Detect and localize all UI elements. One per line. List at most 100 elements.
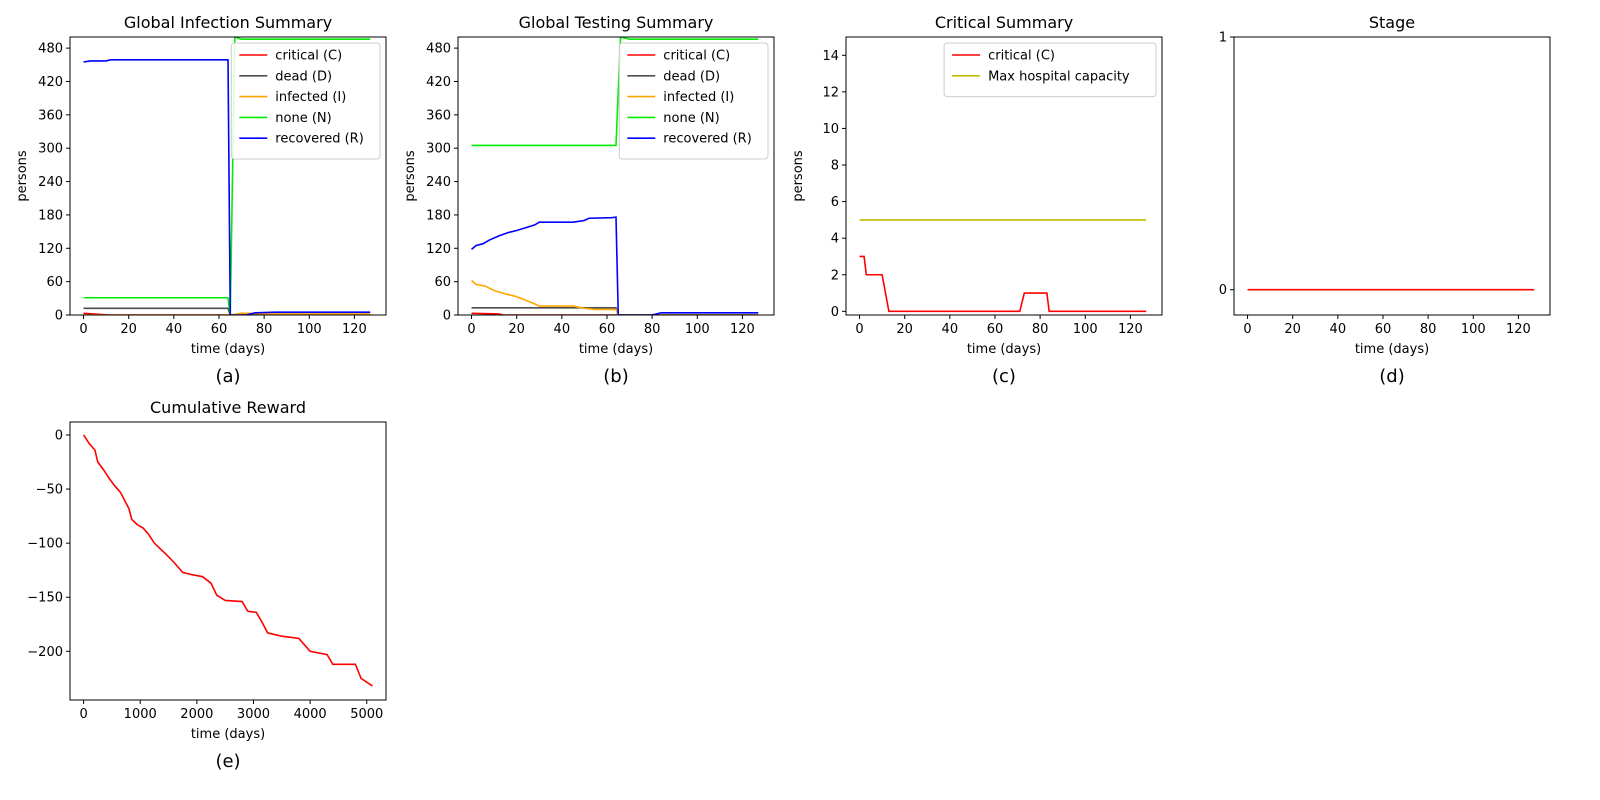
y-tick-label: 14: [822, 49, 839, 64]
subfigure-caption: (c): [992, 366, 1016, 387]
subfigure-caption: (e): [215, 751, 240, 772]
chart-title: Global Testing Summary: [519, 13, 714, 32]
x-tick-label: 40: [942, 322, 959, 337]
legend-entry: critical (C): [275, 49, 342, 64]
y-tick-label: 240: [38, 175, 63, 190]
y-tick-label: 360: [38, 108, 63, 123]
legend-entry: infected (I): [663, 90, 734, 105]
x-tick-label: 60: [987, 322, 1004, 337]
legend-entry: dead (D): [275, 69, 332, 84]
legend-entry: critical (C): [663, 49, 730, 64]
subfigure-caption: (d): [1379, 366, 1404, 387]
y-tick-label: 0: [1219, 283, 1227, 298]
y-tick-label: 12: [822, 85, 839, 100]
series-line-recovered-r-: [471, 216, 759, 315]
y-tick-label: 240: [426, 175, 451, 190]
x-tick-label: 40: [554, 322, 571, 337]
legend-entry: infected (I): [275, 90, 346, 105]
chart-a: 0 20 40 60 80 100 120 0 60 120 180 240 300 360 420 480 G…: [15, 13, 387, 387]
y-tick-label: 0: [55, 309, 63, 324]
x-axis-label: time (days): [1355, 342, 1429, 357]
y-tick-label: 480: [426, 42, 451, 57]
x-tick-label: 20: [896, 322, 913, 337]
x-tick-label: 60: [1375, 322, 1392, 337]
y-tick-label: 0: [831, 305, 839, 320]
x-tick-label: 20: [1284, 322, 1301, 337]
y-tick-label: 300: [38, 142, 63, 157]
plot-frame: [69, 421, 387, 701]
y-tick-label: 480: [38, 42, 63, 57]
legend-box: [618, 42, 769, 160]
y-tick-label: 120: [426, 242, 451, 257]
x-tick-label: 80: [644, 322, 661, 337]
y-tick-label: 8: [831, 159, 839, 174]
x-axis-label: time (days): [191, 342, 265, 357]
x-tick-label: 20: [120, 322, 137, 337]
x-tick-label: 0: [467, 322, 475, 337]
x-tick-label: 100: [297, 322, 322, 337]
x-tick-label: 100: [1073, 322, 1098, 337]
legend-entry: recovered (R): [663, 132, 751, 147]
series-line-infected-i-: [471, 279, 759, 315]
y-tick-label: 0: [55, 428, 63, 443]
x-tick-label: 120: [1506, 322, 1531, 337]
x-tick-label: 3000: [237, 707, 270, 722]
x-tick-label: 4000: [294, 707, 327, 722]
y-tick-label: 60: [434, 275, 451, 290]
legend-box: [230, 42, 381, 160]
y-tick-label: 60: [46, 275, 63, 290]
x-tick-label: 0: [79, 707, 87, 722]
x-tick-label: 40: [1330, 322, 1347, 337]
legend-entry: dead (D): [663, 69, 720, 84]
y-tick-label: −50: [36, 483, 63, 498]
x-tick-label: 120: [342, 322, 367, 337]
x-axis-label: time (days): [191, 727, 265, 742]
legend: critical (C) dead (D) infected (I) none (N)…: [618, 42, 769, 160]
legend-entry: none (N): [663, 111, 719, 126]
x-tick-label: 0: [79, 322, 87, 337]
y-tick-label: 1: [1219, 31, 1227, 46]
x-tick-label: 120: [1118, 322, 1143, 337]
plot-frame: [845, 36, 1163, 316]
chart-title: Stage: [1369, 13, 1415, 32]
x-tick-label: 80: [256, 322, 273, 337]
legend: critical (C) dead (D) infected (I) none (N)…: [230, 42, 381, 160]
series-line-critical-c-: [859, 255, 1147, 313]
y-tick-label: −150: [27, 591, 63, 606]
plot-frame: [457, 36, 775, 316]
chart-b: 0 20 40 60 80 100 120 0 60 120 180 240 300 360 420 480 G…: [403, 13, 775, 387]
y-tick-label: 360: [426, 108, 451, 123]
x-tick-label: 60: [211, 322, 228, 337]
x-tick-label: 80: [1420, 322, 1437, 337]
chart-title: Global Infection Summary: [124, 13, 332, 32]
chart-title: Critical Summary: [935, 13, 1073, 32]
x-axis-label: time (days): [579, 342, 653, 357]
series-line-recovered-r-: [83, 58, 371, 315]
x-tick-label: 0: [1243, 322, 1251, 337]
y-tick-label: 0: [443, 309, 451, 324]
legend-entry: recovered (R): [275, 132, 363, 147]
y-tick-label: 180: [38, 208, 63, 223]
plot-frame: [1233, 36, 1551, 316]
x-tick-label: 80: [1032, 322, 1049, 337]
y-axis-label: persons: [791, 150, 806, 202]
chart-e: 0 1000 2000 3000 4000 5000 0 −50 −100 −150 −200 Cum…: [27, 398, 387, 772]
legend-entry: none (N): [275, 111, 331, 126]
x-tick-label: 1000: [124, 707, 157, 722]
y-tick-label: 10: [822, 122, 839, 137]
chart-c: 0 20 40 60 80 100 120 0 2 4 6 8 10 12 14 Critical Summa…: [791, 13, 1163, 387]
legend-box: [943, 42, 1157, 98]
y-axis-label: persons: [403, 150, 418, 202]
plot-frame: [69, 36, 387, 316]
y-tick-label: −200: [27, 645, 63, 660]
x-tick-label: 0: [855, 322, 863, 337]
x-tick-label: 100: [685, 322, 710, 337]
y-tick-label: 420: [38, 75, 63, 90]
y-tick-label: −100: [27, 537, 63, 552]
series-line-none-n-: [471, 37, 759, 147]
y-axis-label: persons: [15, 150, 30, 202]
series-line-critical-c-: [471, 312, 759, 315]
y-tick-label: 6: [831, 195, 839, 210]
y-tick-label: 4: [831, 232, 839, 247]
x-tick-label: 5000: [350, 707, 383, 722]
